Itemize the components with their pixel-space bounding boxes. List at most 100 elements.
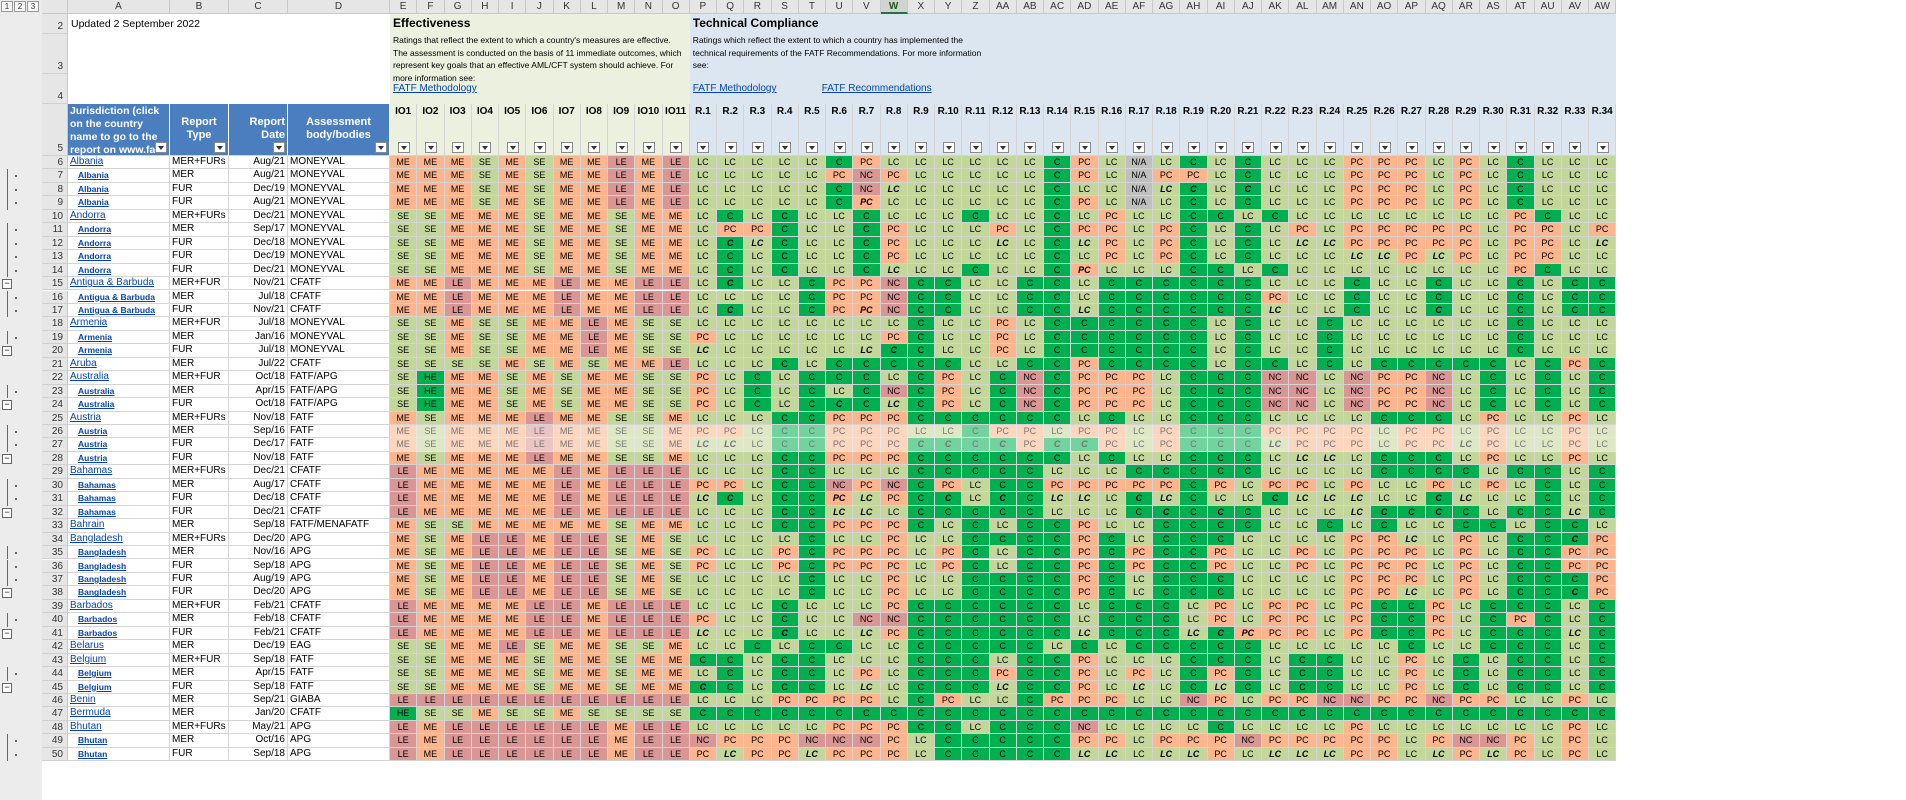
row-header[interactable]: 19 xyxy=(42,330,68,345)
jurisdiction-link[interactable]: Bangladesh xyxy=(68,532,170,547)
column-header-j[interactable]: J xyxy=(526,0,554,14)
row-header[interactable]: 48 xyxy=(42,720,68,735)
row-header[interactable]: 25 xyxy=(42,411,68,425)
column-header-b[interactable]: B xyxy=(170,0,229,14)
effectiveness-methodology-link[interactable]: FATF Methodology xyxy=(393,83,477,94)
jurisdiction-link[interactable]: Australia xyxy=(68,384,170,399)
jurisdiction-link[interactable]: Antigua & Barbuda xyxy=(68,303,170,318)
row-header[interactable]: 21 xyxy=(42,357,68,372)
row-header[interactable]: 45 xyxy=(42,680,68,694)
jurisdiction-link[interactable]: Belarus xyxy=(68,640,170,654)
column-header-o[interactable]: O xyxy=(662,0,690,14)
column-header-au[interactable]: AU xyxy=(1534,0,1562,14)
filter-dropdown-r34[interactable] xyxy=(1596,142,1609,153)
column-header-z[interactable]: Z xyxy=(962,0,990,14)
jurisdiction-link[interactable]: Albania xyxy=(68,182,170,197)
filter-dropdown-io4[interactable] xyxy=(479,142,492,153)
column-header-k[interactable]: K xyxy=(553,0,581,14)
filter-dropdown-r8[interactable] xyxy=(888,142,901,153)
row-header[interactable]: 34 xyxy=(42,532,68,547)
column-header-ak[interactable]: AK xyxy=(1262,0,1290,14)
column-header-aw[interactable]: AW xyxy=(1589,0,1617,14)
column-header-as[interactable]: AS xyxy=(1480,0,1508,14)
jurisdiction-link[interactable]: Belgium xyxy=(68,667,170,681)
column-header-w[interactable]: W xyxy=(880,0,908,14)
filter-dropdown-r11[interactable] xyxy=(969,142,982,153)
filter-dropdown-r26[interactable] xyxy=(1378,142,1391,153)
row-header[interactable]: 49 xyxy=(42,734,68,748)
row-header[interactable]: 36 xyxy=(42,559,68,573)
column-header-am[interactable]: AM xyxy=(1316,0,1344,14)
jurisdiction-link[interactable]: Andorra xyxy=(68,250,170,264)
column-header-ai[interactable]: AI xyxy=(1207,0,1235,14)
collapse-group-button[interactable]: − xyxy=(2,628,12,639)
filter-dropdown-r17[interactable] xyxy=(1133,142,1146,153)
filter-dropdown-io7[interactable] xyxy=(561,142,574,153)
row-header[interactable]: 23 xyxy=(42,384,68,399)
filter-dropdown-r31[interactable] xyxy=(1514,142,1527,153)
jurisdiction-link[interactable]: Austria xyxy=(68,451,170,466)
column-header-x[interactable]: X xyxy=(907,0,935,14)
row-header[interactable]: 46 xyxy=(42,694,68,708)
technical-recommendations-link[interactable]: FATF Recommendations xyxy=(821,83,932,94)
column-header-ac[interactable]: AC xyxy=(1044,0,1072,14)
row-header[interactable]: 40 xyxy=(42,613,68,627)
row-header[interactable]: 9 xyxy=(42,196,68,210)
column-header-g[interactable]: G xyxy=(444,0,472,14)
row-header[interactable]: 5 xyxy=(42,104,68,156)
jurisdiction-link[interactable]: Australia xyxy=(68,371,170,385)
filter-dropdown-r25[interactable] xyxy=(1351,142,1364,153)
column-header-i[interactable]: I xyxy=(499,0,527,14)
row-header[interactable]: 12 xyxy=(42,236,68,251)
jurisdiction-link[interactable]: Bangladesh xyxy=(68,572,170,587)
row-header[interactable]: 50 xyxy=(42,747,68,762)
column-header-l[interactable]: L xyxy=(580,0,608,14)
jurisdiction-link[interactable]: Bahamas xyxy=(68,465,170,479)
column-header-d[interactable]: D xyxy=(288,0,390,14)
filter-dropdown-r32[interactable] xyxy=(1542,142,1555,153)
row-header[interactable]: 26 xyxy=(42,425,68,439)
collapse-group-button[interactable]: − xyxy=(2,400,12,411)
jurisdiction-link[interactable]: Bermuda xyxy=(68,707,170,721)
collapse-group-button[interactable]: − xyxy=(2,682,12,693)
column-header-al[interactable]: AL xyxy=(1289,0,1317,14)
row-header[interactable]: 4 xyxy=(42,74,68,104)
column-header-ao[interactable]: AO xyxy=(1371,0,1399,14)
jurisdiction-link[interactable]: Barbados xyxy=(68,599,170,614)
column-header-r[interactable]: R xyxy=(744,0,772,14)
column-header-u[interactable]: U xyxy=(826,0,854,14)
jurisdiction-link[interactable]: Armenia xyxy=(68,344,170,358)
row-header[interactable]: 30 xyxy=(42,478,68,493)
row-header[interactable]: 8 xyxy=(42,182,68,197)
row-header[interactable]: 22 xyxy=(42,371,68,385)
filter-dropdown-r5[interactable] xyxy=(806,142,819,153)
jurisdiction-link[interactable]: Bangladesh xyxy=(68,586,170,600)
jurisdiction-link[interactable]: Austria xyxy=(68,411,170,425)
jurisdiction-link[interactable]: Belgium xyxy=(68,653,170,668)
filter-dropdown-report-date[interactable] xyxy=(273,142,285,153)
filter-dropdown-r9[interactable] xyxy=(915,142,928,153)
jurisdiction-link[interactable]: Barbados xyxy=(68,613,170,627)
row-header[interactable]: 38 xyxy=(42,586,68,600)
row-header[interactable]: 44 xyxy=(42,667,68,681)
filter-dropdown-r23[interactable] xyxy=(1296,142,1309,153)
filter-dropdown-jurisdiction[interactable] xyxy=(155,142,167,153)
filter-dropdown-assessment-body[interactable] xyxy=(375,142,387,153)
row-header[interactable]: 42 xyxy=(42,640,68,654)
row-header[interactable]: 33 xyxy=(42,519,68,533)
filter-dropdown-r3[interactable] xyxy=(751,142,764,153)
jurisdiction-link[interactable]: Antigua & Barbuda xyxy=(68,290,170,304)
filter-dropdown-r30[interactable] xyxy=(1487,142,1500,153)
jurisdiction-link[interactable]: Australia xyxy=(68,398,170,412)
column-header-an[interactable]: AN xyxy=(1343,0,1371,14)
column-header-ap[interactable]: AP xyxy=(1398,0,1426,14)
row-header[interactable]: 41 xyxy=(42,626,68,641)
row-header[interactable]: 28 xyxy=(42,451,68,466)
filter-dropdown-r22[interactable] xyxy=(1269,142,1282,153)
outline-level-button[interactable]: 3 xyxy=(27,1,39,12)
column-header-h[interactable]: H xyxy=(471,0,499,14)
jurisdiction-link[interactable]: Bangladesh xyxy=(68,546,170,560)
filter-dropdown-r6[interactable] xyxy=(833,142,846,153)
column-header-f[interactable]: F xyxy=(417,0,445,14)
jurisdiction-link[interactable]: Benin xyxy=(68,694,170,708)
